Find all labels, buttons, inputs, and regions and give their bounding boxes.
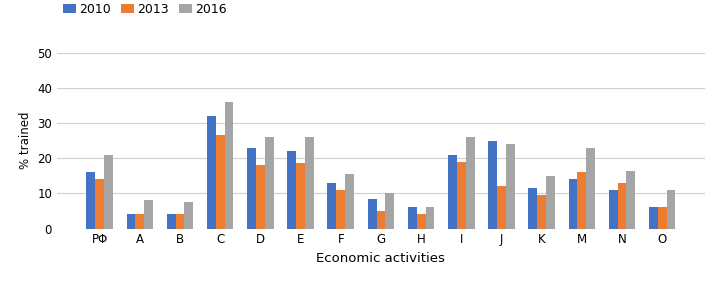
Bar — [216, 135, 224, 229]
Bar — [569, 179, 577, 229]
Bar — [247, 148, 256, 229]
Y-axis label: % trained: % trained — [19, 112, 31, 169]
Bar — [377, 211, 385, 229]
Bar — [305, 137, 314, 229]
Bar — [207, 116, 216, 229]
Bar — [546, 176, 555, 229]
Bar — [408, 207, 417, 229]
Bar — [95, 179, 104, 229]
Bar — [176, 214, 184, 229]
Bar — [265, 137, 273, 229]
Bar — [367, 199, 377, 229]
Bar — [86, 172, 95, 229]
Bar — [649, 207, 658, 229]
Bar — [328, 183, 336, 229]
Bar — [457, 162, 466, 229]
Bar — [466, 137, 474, 229]
Bar — [288, 151, 296, 229]
Bar — [506, 144, 515, 229]
Bar — [426, 207, 434, 229]
Bar — [609, 190, 617, 229]
Bar — [417, 214, 426, 229]
Bar — [127, 214, 135, 229]
Bar — [104, 155, 113, 229]
Bar — [577, 172, 586, 229]
Bar — [296, 163, 305, 229]
Bar — [184, 202, 193, 229]
Bar — [497, 186, 506, 229]
Bar — [528, 188, 538, 229]
Bar — [145, 200, 153, 229]
X-axis label: Economic activities: Economic activities — [316, 252, 446, 265]
Bar — [658, 207, 666, 229]
Bar — [627, 171, 635, 229]
Bar — [256, 165, 265, 229]
Bar — [345, 174, 354, 229]
Bar — [538, 195, 546, 229]
Bar — [336, 190, 345, 229]
Bar — [488, 141, 497, 229]
Bar — [617, 183, 627, 229]
Bar — [135, 214, 145, 229]
Bar — [666, 190, 676, 229]
Bar — [224, 102, 234, 229]
Legend: 2010, 2013, 2016: 2010, 2013, 2016 — [63, 3, 227, 16]
Bar — [586, 148, 595, 229]
Bar — [448, 155, 457, 229]
Bar — [167, 214, 176, 229]
Bar — [385, 193, 394, 229]
